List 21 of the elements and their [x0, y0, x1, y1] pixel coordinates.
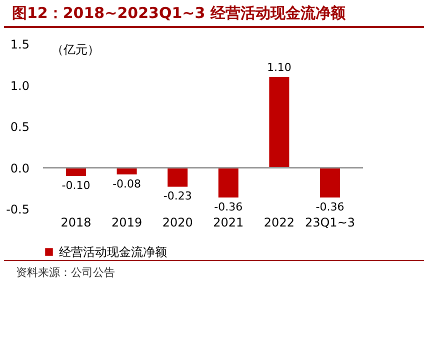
data-label: 1.10	[266, 61, 292, 74]
x-tick-label: 2018	[60, 216, 92, 230]
data-label: -0.36	[316, 200, 344, 214]
text: 资料来源：公司公告	[4, 260, 424, 284]
y-tick-label: 0.5	[10, 120, 30, 134]
y-tick-label: -0.5	[6, 202, 30, 216]
chart-title: 图12：2018~2023Q1~3 经营活动现金流净额	[4, 0, 424, 28]
data-label: -0.08	[112, 177, 142, 190]
y-tick-label: 1.0	[10, 78, 30, 93]
data-label: -0.23	[163, 190, 192, 203]
y-tick-label: 1.5	[10, 38, 30, 52]
y-tick-label: 0.0	[10, 161, 30, 176]
y-axis-title: （亿元）	[52, 42, 100, 56]
x-tick-label: 2021	[213, 216, 244, 230]
data-label: -0.36	[214, 200, 243, 214]
x-tick-label: 2022	[264, 216, 294, 230]
legend-label: 经营活动现金流净额	[59, 245, 167, 259]
data-label: -0.10	[62, 179, 90, 192]
x-tick-label: 2020	[162, 216, 193, 230]
x-tick-label: 2019	[112, 216, 142, 230]
x-tick-label: 23Q1~3	[304, 216, 356, 230]
